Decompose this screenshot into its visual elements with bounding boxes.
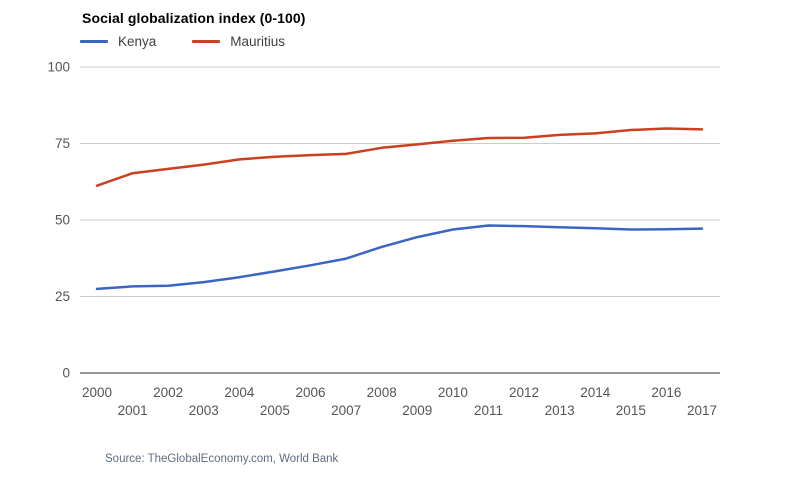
x-tick-label-2004: 2004 xyxy=(224,385,255,400)
y-tick-label-75: 75 xyxy=(55,136,70,151)
legend: Kenya Mauritius xyxy=(80,34,285,49)
x-tick-label-2015: 2015 xyxy=(616,403,646,418)
y-tick-label-25: 25 xyxy=(55,289,70,304)
x-tick-label-2003: 2003 xyxy=(189,403,219,418)
legend-item-mauritius: Mauritius xyxy=(192,34,285,49)
x-tick-label-2010: 2010 xyxy=(438,385,468,400)
x-tick-label-2014: 2014 xyxy=(580,385,611,400)
y-tick-label-100: 100 xyxy=(47,60,70,75)
x-tick-label-2008: 2008 xyxy=(367,385,397,400)
x-tick-label-2012: 2012 xyxy=(509,385,539,400)
kenya-line-swatch xyxy=(80,40,108,43)
legend-label-mauritius: Mauritius xyxy=(230,34,286,49)
legend-item-kenya: Kenya xyxy=(80,34,156,49)
kenya-line[interactable] xyxy=(95,224,704,291)
x-tick-label-2016: 2016 xyxy=(651,385,681,400)
x-tick-label-2007: 2007 xyxy=(331,403,361,418)
x-tick-label-2009: 2009 xyxy=(402,403,432,418)
mauritius-line-swatch xyxy=(192,40,221,43)
x-tick-label-2013: 2013 xyxy=(545,403,575,418)
x-tick-label-2017: 2017 xyxy=(687,403,717,418)
legend-label-kenya: Kenya xyxy=(118,34,157,49)
x-tick-label-2002: 2002 xyxy=(153,385,183,400)
x-tick-label-2011: 2011 xyxy=(474,403,503,418)
y-tick-label-0: 0 xyxy=(62,366,70,381)
y-tick-label-50: 50 xyxy=(55,213,70,228)
x-tick-label-2006: 2006 xyxy=(296,385,326,400)
source-attribution: Source: TheGlobalEconomy.com, World Bank xyxy=(105,453,339,465)
mauritius-line[interactable] xyxy=(95,127,704,187)
chart-title: Social globalization index (0-100) xyxy=(82,10,306,26)
x-tick-label-2000: 2000 xyxy=(82,385,112,400)
x-tick-label-2005: 2005 xyxy=(260,403,290,418)
x-tick-label-2001: 2001 xyxy=(118,403,148,418)
